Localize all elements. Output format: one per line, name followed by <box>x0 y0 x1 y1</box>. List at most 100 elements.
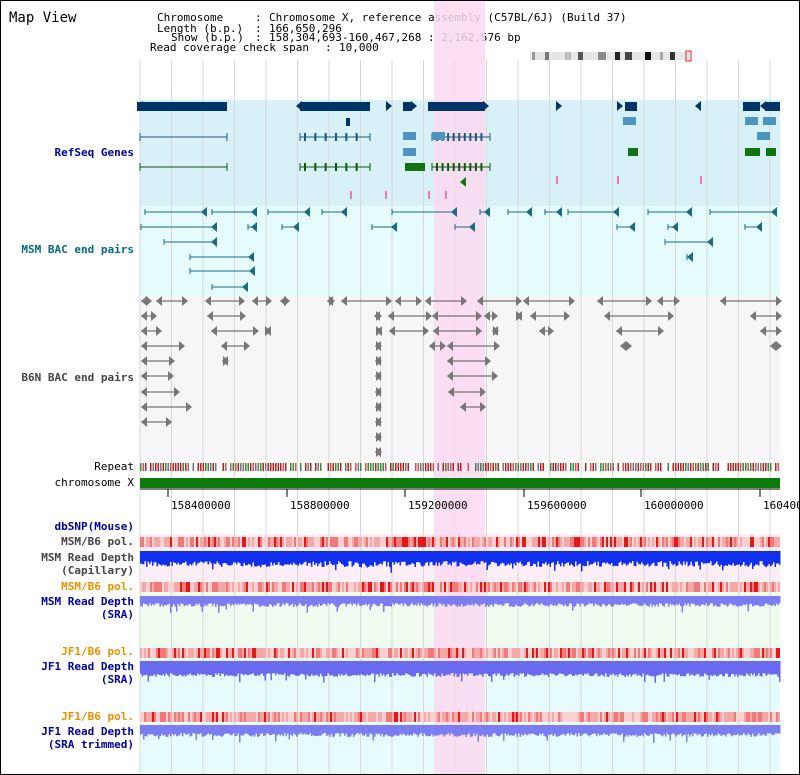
msm-read-depth-sra <box>675 596 677 605</box>
jf1-b6-pol-heat <box>146 712 148 722</box>
jf1-b6-pol-heat <box>492 648 494 658</box>
jf1-b6-pol-heat <box>594 712 596 722</box>
msm-b6-pol-heat <box>652 582 654 592</box>
msm-read-depth-capillary <box>468 551 470 565</box>
jf1-b6-pol-heat <box>736 648 738 658</box>
jf1-read-depth-sra-trimmed <box>209 725 211 735</box>
repeat-mark <box>207 463 209 471</box>
msm-read-depth-capillary <box>432 551 434 566</box>
track-label-dbsnp[interactable]: dbSNP(Mouse) <box>54 520 134 533</box>
jf1-read-depth-sra <box>651 661 653 677</box>
msm-read-depth-capillary <box>156 551 158 567</box>
track-label-msm-bac[interactable]: MSM BAC end pairs <box>21 243 134 256</box>
msm-b6-pol-heat <box>220 537 222 547</box>
jf1-b6-pol-heat <box>636 712 638 722</box>
msm-read-depth-capillary <box>186 551 188 566</box>
msm-b6-pol-heat <box>582 537 584 547</box>
jf1-read-depth-sra-trimmed <box>717 725 719 734</box>
jf1-read-depth-sra <box>705 661 707 675</box>
jf1-b6-pol-heat <box>736 712 738 722</box>
jf1-b6-pol-heat <box>438 712 440 722</box>
jf1-b6-pol-heat <box>740 712 742 722</box>
jf1-read-depth-sra <box>746 661 748 674</box>
track-label-msm-depth-sra-1[interactable]: MSM Read Depth <box>41 595 134 608</box>
b6n-bac-end-right <box>186 402 192 412</box>
jf1-read-depth-sra <box>501 661 503 676</box>
track-label-jf1-depth-trim-1[interactable]: JF1 Read Depth <box>41 725 134 738</box>
jf1-read-depth-sra-trimmed <box>726 725 728 735</box>
jf1-read-depth-sra-trimmed <box>612 725 614 734</box>
msm-read-depth-capillary <box>626 551 628 566</box>
jf1-b6-pol-heat <box>380 648 382 658</box>
jf1-read-depth-sra-trimmed <box>600 725 602 735</box>
msm-read-depth-capillary <box>776 551 778 564</box>
msm-b6-pol-heat <box>316 537 318 547</box>
jf1-b6-pol-heat <box>454 712 456 722</box>
jf1-read-depth-sra-trimmed <box>416 725 418 735</box>
jf1-read-depth-sra <box>369 661 371 676</box>
msm-read-depth-capillary <box>557 551 559 562</box>
msm-b6-pol-heat <box>390 537 392 547</box>
msm-read-depth-sra <box>518 596 520 606</box>
msm-b6-pol-heat <box>644 537 646 547</box>
jf1-b6-pol-heat <box>510 648 512 658</box>
jf1-read-depth-sra <box>383 661 385 675</box>
msm-b6-pol-heat <box>398 537 400 547</box>
track-label-jf1-pol-1[interactable]: JF1/B6 pol. <box>61 645 134 658</box>
jf1-b6-pol-heat <box>622 712 624 722</box>
msm-read-depth-sra <box>416 596 418 606</box>
track-label-msm-pol-1[interactable]: MSM/B6 pol. <box>61 535 134 548</box>
b6n-bac-end-right <box>492 311 498 321</box>
repeat-mark <box>175 463 177 471</box>
track-label-msm-pol-2[interactable]: MSM/B6 pol. <box>61 580 134 593</box>
msm-b6-pol-heat <box>740 537 742 547</box>
jf1-read-depth-sra <box>708 661 710 680</box>
msm-read-depth-capillary <box>458 551 460 567</box>
jf1-read-depth-sra-trimmed <box>266 725 268 734</box>
jf1-read-depth-sra <box>770 661 772 675</box>
msm-b6-pol-heat <box>530 582 532 592</box>
jf1-read-depth-sra-trimmed <box>524 725 526 734</box>
jf1-read-depth-sra <box>569 661 571 675</box>
jf1-read-depth-sra-trimmed <box>626 725 628 735</box>
msm-read-depth-sra <box>662 596 664 606</box>
jf1-b6-pol-heat <box>416 648 418 658</box>
msm-read-depth-sra <box>176 596 178 612</box>
jf1-read-depth-sra <box>167 661 169 675</box>
msm-read-depth-capillary <box>414 551 416 567</box>
jf1-read-depth-sra-trimmed <box>665 725 667 737</box>
msm-read-depth-capillary <box>602 551 604 563</box>
repeat-mark <box>222 463 224 471</box>
msm-b6-pol-heat <box>326 582 328 592</box>
jf1-read-depth-sra <box>177 661 179 676</box>
msm-read-depth-sra <box>471 596 473 605</box>
jf1-read-depth-sra-trimmed <box>770 725 772 734</box>
msm-b6-pol-heat <box>356 537 358 547</box>
refseq-exon <box>452 163 455 171</box>
jf1-b6-pol-heat <box>202 712 204 722</box>
msm-b6-pol-heat <box>756 537 758 547</box>
track-label-b6n-bac[interactable]: B6N BAC end pairs <box>21 371 134 384</box>
jf1-b6-pol-heat <box>714 712 716 722</box>
track-label-jf1-pol-2[interactable]: JF1/B6 pol. <box>61 710 134 723</box>
msm-b6-pol-heat <box>370 582 372 592</box>
jf1-b6-pol-heat <box>352 712 354 722</box>
jf1-read-depth-sra <box>752 661 754 676</box>
track-label-jf1-depth-sra-1[interactable]: JF1 Read Depth <box>41 660 134 673</box>
repeat-mark <box>767 463 769 471</box>
jf1-read-depth-sra-trimmed <box>666 725 668 734</box>
track-label-msm-depth-cap-1[interactable]: MSM Read Depth <box>41 551 134 564</box>
msm-read-depth-capillary <box>281 551 283 566</box>
jf1-b6-pol-heat <box>296 712 298 722</box>
track-label-refseq-genes[interactable]: RefSeq Genes <box>54 146 134 159</box>
msm-read-depth-capillary <box>329 551 331 562</box>
msm-b6-pol-heat <box>450 582 452 592</box>
jf1-read-depth-sra <box>456 661 458 677</box>
msm-b6-pol-heat <box>668 537 670 547</box>
jf1-b6-pol-heat <box>686 648 688 658</box>
jf1-read-depth-sra <box>242 661 244 675</box>
jf1-read-depth-sra-trimmed <box>380 725 382 737</box>
jf1-b6-pol-heat <box>214 712 216 722</box>
jf1-read-depth-sra <box>497 661 499 674</box>
